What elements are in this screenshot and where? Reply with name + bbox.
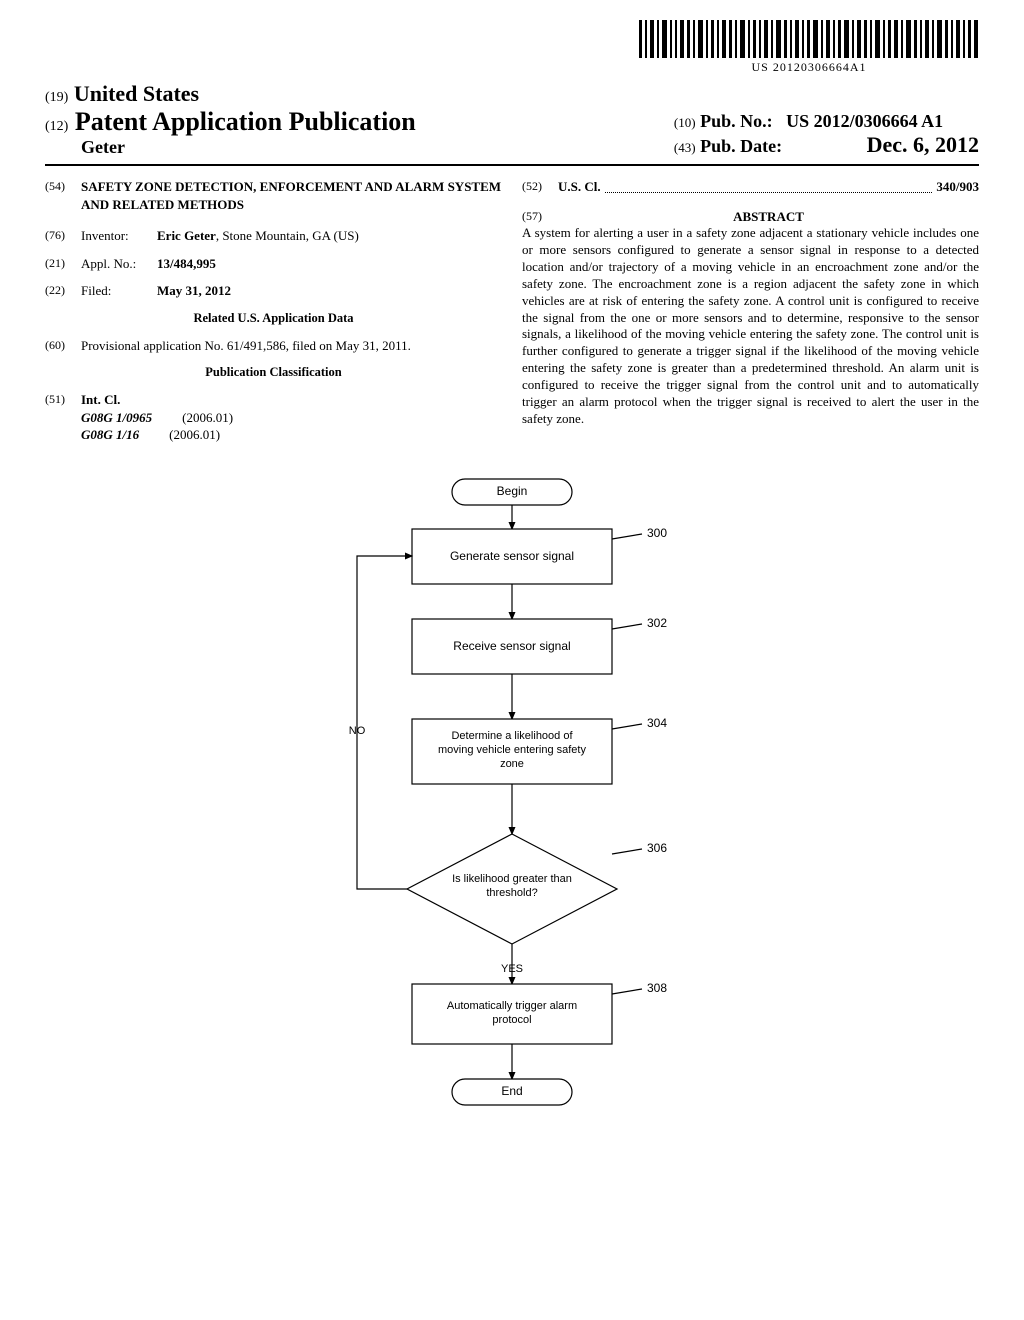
- uscl-code: 340/903: [936, 178, 979, 196]
- uscl-dots: [605, 178, 933, 193]
- pubno: US 2012/0306664 A1: [786, 111, 943, 131]
- intcl-row-1: G08G 1/16 (2006.01): [81, 426, 502, 444]
- pubno-label: Pub. No.:: [700, 111, 773, 131]
- code-10: (10): [674, 115, 696, 130]
- header-country: (19) United States: [45, 81, 979, 107]
- code-54: (54): [45, 178, 81, 213]
- invention-title: SAFETY ZONE DETECTION, ENFORCEMENT AND A…: [81, 178, 502, 213]
- pubdate-row: (43) Pub. Date: Dec. 6, 2012: [674, 132, 979, 158]
- code-22: (22): [45, 282, 81, 300]
- fc-ref-308: 308: [647, 981, 667, 995]
- code-76: (76): [45, 227, 81, 245]
- filed-label: Filed:: [81, 282, 157, 300]
- right-column: (52) U.S. Cl. 340/903 (57) ABSTRACT A sy…: [522, 178, 979, 444]
- fc-ref-306: 306: [647, 841, 667, 855]
- code-57: (57): [522, 208, 558, 226]
- header-rule: [45, 164, 979, 166]
- provisional-text: Provisional application No. 61/491,586, …: [81, 337, 502, 355]
- code-12: (12): [45, 119, 68, 134]
- biblio-columns: (54) SAFETY ZONE DETECTION, ENFORCEMENT …: [45, 178, 979, 444]
- code-52: (52): [522, 178, 558, 196]
- inventor-value: Eric Geter, Stone Mountain, GA (US): [157, 227, 502, 245]
- fc-step-300: Generate sensor signal: [450, 549, 574, 563]
- title-block: (54) SAFETY ZONE DETECTION, ENFORCEMENT …: [45, 178, 502, 213]
- fc-step-306-2: threshold?: [486, 887, 537, 899]
- uscl-label: U.S. Cl.: [558, 178, 601, 196]
- filed-field: (22) Filed: May 31, 2012: [45, 282, 502, 300]
- filed-date: May 31, 2012: [157, 283, 231, 298]
- inventor-label: Inventor:: [81, 227, 157, 245]
- intcl-year-1: (2006.01): [169, 427, 220, 442]
- pubno-row: (10) Pub. No.: US 2012/0306664 A1: [674, 111, 979, 132]
- fc-step-304-1: Determine a likelihood of: [451, 730, 573, 742]
- intcl-code-0: G08G 1/0965: [81, 410, 152, 425]
- patent-page: US 20120306664A1 (19) United States (12)…: [0, 0, 1024, 1154]
- fc-step-308-2: protocol: [492, 1014, 531, 1026]
- fc-step-304-2: moving vehicle entering safety: [438, 744, 586, 756]
- code-43: (43): [674, 140, 696, 155]
- abstract-label: ABSTRACT: [558, 208, 979, 226]
- fc-end: End: [501, 1084, 522, 1098]
- fc-step-308-1: Automatically trigger alarm: [447, 1000, 577, 1012]
- applno: 13/484,995: [157, 256, 216, 271]
- fc-ref-302: 302: [647, 616, 667, 630]
- pubdate: Dec. 6, 2012: [867, 132, 979, 157]
- code-51: (51): [45, 391, 81, 409]
- barcode-area: US 20120306664A1: [45, 20, 979, 76]
- pubdate-label: Pub. Date:: [700, 136, 782, 156]
- doc-type: Patent Application Publication: [75, 107, 416, 136]
- intcl-lines: G08G 1/0965 (2006.01) G08G 1/16 (2006.01): [81, 409, 502, 444]
- pubclass-heading: Publication Classification: [45, 364, 502, 381]
- code-19: (19): [45, 90, 68, 105]
- provisional-field: (60) Provisional application No. 61/491,…: [81, 337, 502, 355]
- inventor-name: Eric Geter: [157, 228, 216, 243]
- abstract-text: A system for alerting a user in a safety…: [522, 225, 979, 428]
- fc-ref-304: 304: [647, 716, 667, 730]
- header: (19) United States (12) Patent Applicati…: [45, 81, 979, 158]
- fc-step-304-3: zone: [500, 758, 524, 770]
- country-name: United States: [74, 81, 199, 106]
- code-60: (60): [45, 337, 81, 355]
- code-21: (21): [45, 255, 81, 273]
- barcode-svg: [639, 20, 979, 58]
- fc-step-306-1: Is likelihood greater than: [452, 873, 572, 885]
- abstract-header: (57) ABSTRACT: [522, 208, 979, 226]
- intcl-code-1: G08G 1/16: [81, 427, 139, 442]
- header-doctype: (12) Patent Application Publication: [45, 107, 416, 137]
- flowchart-svg: Begin Generate sensor signal 300 Receive…: [302, 474, 722, 1134]
- fc-ref-300: 300: [647, 526, 667, 540]
- intcl-field: (51) Int. Cl.: [45, 391, 502, 409]
- barcode-text: US 20120306664A1: [639, 60, 979, 75]
- intcl-row-0: G08G 1/0965 (2006.01): [81, 409, 502, 427]
- inventor-loc: , Stone Mountain, GA (US): [216, 228, 359, 243]
- applno-label: Appl. No.:: [81, 255, 157, 273]
- inventor-field: (76) Inventor: Eric Geter, Stone Mountai…: [45, 227, 502, 245]
- intcl-year-0: (2006.01): [182, 410, 233, 425]
- related-heading: Related U.S. Application Data: [45, 310, 502, 327]
- barcode: US 20120306664A1: [639, 20, 979, 75]
- uscl-field: (52) U.S. Cl. 340/903: [522, 178, 979, 196]
- fc-begin: Begin: [497, 484, 528, 498]
- applno-field: (21) Appl. No.: 13/484,995: [45, 255, 502, 273]
- fc-yes: YES: [501, 963, 523, 975]
- intcl-label: Int. Cl.: [81, 392, 120, 407]
- fc-no: NO: [349, 725, 366, 737]
- inventor-surname: Geter: [81, 137, 416, 158]
- flowchart: Begin Generate sensor signal 300 Receive…: [45, 474, 979, 1134]
- left-column: (54) SAFETY ZONE DETECTION, ENFORCEMENT …: [45, 178, 502, 444]
- fc-step-302: Receive sensor signal: [453, 639, 570, 653]
